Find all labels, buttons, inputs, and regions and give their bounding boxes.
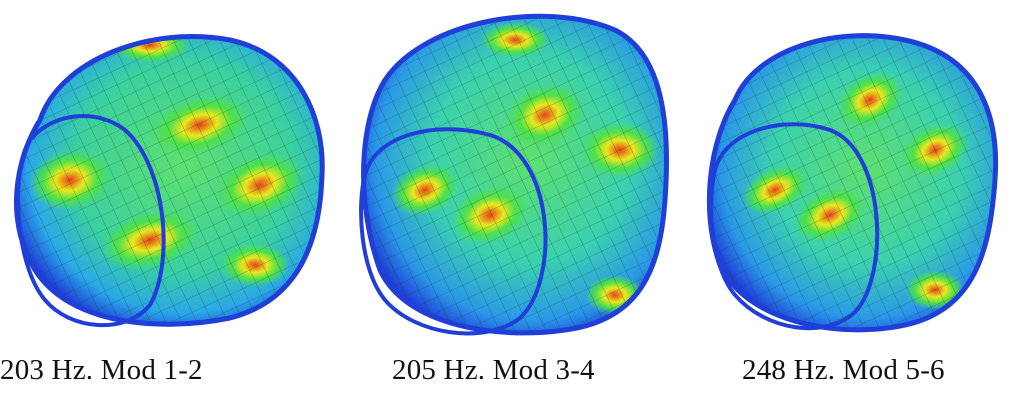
mode-shape-image-2 [345, 0, 675, 345]
cylinder-mode-3-4-plot [359, 13, 670, 336]
mode-shape-image-1 [0, 0, 330, 345]
cylinder-mode-1-2-plot [14, 34, 325, 327]
mode-shape-image-3 [695, 0, 1018, 345]
caption-mode-1-2: 203 Hz. Mod 1-2 [0, 354, 203, 386]
caption-mode-3-4: 205 Hz. Mod 3-4 [392, 354, 595, 386]
caption-mode-5-6: 248 Hz. Mod 5-6 [742, 354, 945, 386]
cylinder-mode-5-6-plot [706, 33, 999, 333]
